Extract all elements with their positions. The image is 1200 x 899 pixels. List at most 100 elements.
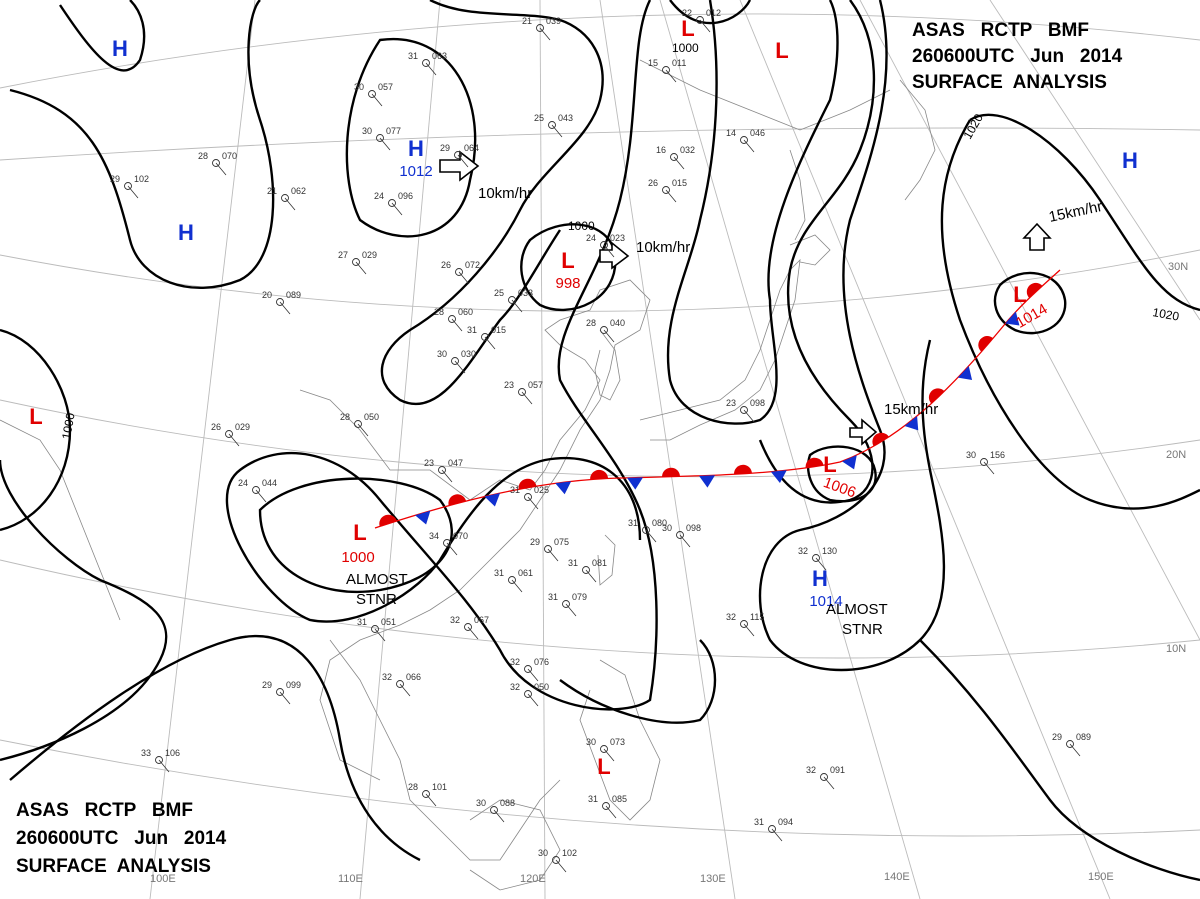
header-top-line2: 260600UTC Jun 2014 xyxy=(912,46,1123,67)
isobar-label: 1000 xyxy=(568,219,595,233)
isobar-west-high xyxy=(9,0,275,289)
station-plot: 28 050 xyxy=(340,412,379,437)
high-pressure-center: H xyxy=(812,566,828,591)
station-pressure: 072 xyxy=(465,260,480,270)
station-pressure: 076 xyxy=(534,657,549,667)
warm-front-semicircle xyxy=(978,336,994,352)
station-plot: 28 070 xyxy=(198,151,237,176)
station-temperature: 31 xyxy=(754,817,764,827)
station-plot: 31 080 xyxy=(628,518,667,543)
isobar-label: 1000 xyxy=(59,411,77,440)
wind-barb-icon xyxy=(815,557,827,571)
station-plot: 21 039 xyxy=(522,16,561,41)
station-circle-icon xyxy=(524,665,532,673)
station-circle-icon xyxy=(252,486,260,494)
isobar-label: 1020 xyxy=(1151,305,1180,323)
station-temperature: 21 xyxy=(522,16,532,26)
isobar-west-low xyxy=(0,328,72,532)
station-circle-icon xyxy=(281,194,289,202)
wind-barb-icon xyxy=(467,626,479,640)
station-pressure: 029 xyxy=(362,250,377,260)
station-circle-icon xyxy=(455,268,463,276)
wind-barb-icon xyxy=(551,124,563,138)
station-plot: 29 064 xyxy=(440,143,479,168)
station-plot: 31 079 xyxy=(548,592,587,617)
lon-label: 150E xyxy=(1088,871,1114,883)
station-circle-icon xyxy=(740,406,748,414)
station-plot: 26 029 xyxy=(211,422,250,447)
station-pressure: 102 xyxy=(134,174,149,184)
wind-barb-icon xyxy=(446,542,458,556)
station-plot: 32 091 xyxy=(806,765,845,790)
station-plot: 30 077 xyxy=(362,126,401,151)
motion-arrow-icon xyxy=(439,150,480,182)
station-circle-icon xyxy=(518,388,526,396)
isobar-southwest xyxy=(9,634,421,862)
stationary-front xyxy=(374,269,1061,529)
station-temperature: 15 xyxy=(648,58,658,68)
coast-sakhalin xyxy=(789,149,806,241)
station-temperature: 14 xyxy=(726,128,736,138)
station-temperature: 31 xyxy=(628,518,638,528)
header-bottom-line1: ASAS RCTP BMF xyxy=(16,800,193,821)
station-temperature: 30 xyxy=(362,126,372,136)
station-temperature: 20 xyxy=(262,290,272,300)
station-circle-icon xyxy=(124,182,132,190)
coast-okhotsk xyxy=(639,59,891,131)
wind-barb-icon xyxy=(391,202,403,216)
station-pressure: 060 xyxy=(458,307,473,317)
wind-barb-icon xyxy=(605,805,617,819)
station-circle-icon xyxy=(662,66,670,74)
station-pressure: 079 xyxy=(572,592,587,602)
cold-front-triangle xyxy=(555,481,572,495)
station-plot: 31 061 xyxy=(494,568,533,593)
station-temperature: 28 xyxy=(586,318,596,328)
isobar-low-998 xyxy=(520,223,617,312)
isobar-west-large xyxy=(0,459,168,762)
station-plot: 34 070 xyxy=(429,531,468,556)
station-pressure: 057 xyxy=(378,82,393,92)
station-circle-icon xyxy=(490,806,498,814)
station-plot: 31 025 xyxy=(510,485,549,510)
warm-front-semicircle xyxy=(872,432,890,447)
wind-barb-icon xyxy=(425,62,437,76)
station-circle-icon xyxy=(642,526,650,534)
coast-hokkaido xyxy=(789,234,831,266)
isobar-east-of-japan xyxy=(666,0,839,425)
station-circle-icon xyxy=(662,186,670,194)
wind-barb-icon xyxy=(527,693,539,707)
station-pressure: 066 xyxy=(406,672,421,682)
low-pressure-center: L xyxy=(823,452,836,477)
wind-barb-icon xyxy=(603,244,615,258)
station-plot: 21 062 xyxy=(267,186,306,211)
station-circle-icon xyxy=(155,756,163,764)
station-circle-icon xyxy=(396,680,404,688)
wind-barb-icon xyxy=(511,579,523,593)
warm-front-semicircle xyxy=(734,464,752,475)
station-pressure: 043 xyxy=(558,113,573,123)
coast-korea xyxy=(594,329,621,401)
lat-line-35n xyxy=(0,127,1200,161)
station-pressure: 050 xyxy=(534,682,549,692)
station-pressure: 098 xyxy=(750,398,765,408)
station-plot: 23 057 xyxy=(504,380,543,405)
station-pressure: 046 xyxy=(750,128,765,138)
motion-label: 10km/hr xyxy=(636,239,690,256)
station-circle-icon xyxy=(422,59,430,67)
lon-label: 130E xyxy=(700,873,726,885)
station-circle-icon xyxy=(508,576,516,584)
station-circle-icon xyxy=(388,199,396,207)
station-temperature: 32 xyxy=(798,546,808,556)
motion-arrow-icon xyxy=(849,418,878,446)
station-pressure: 098 xyxy=(686,523,701,533)
station-temperature: 31 xyxy=(467,325,477,335)
lon-label: 120E xyxy=(520,873,546,885)
station-circle-icon xyxy=(524,690,532,698)
station-plot: 31 085 xyxy=(588,794,627,819)
wind-barb-icon xyxy=(511,299,523,313)
low-pressure-center: L xyxy=(29,404,42,429)
wind-barb-icon xyxy=(743,623,755,637)
wind-barb-icon xyxy=(458,271,470,285)
wind-barb-icon xyxy=(699,19,711,33)
